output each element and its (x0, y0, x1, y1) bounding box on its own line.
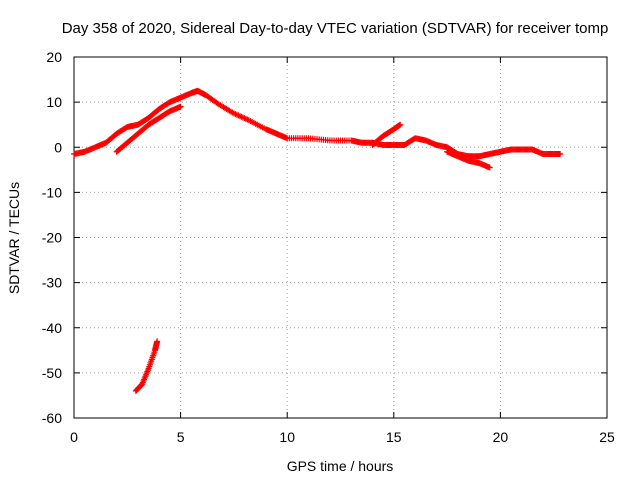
y-tick-label: 20 (46, 49, 62, 65)
axis-ticks (73, 56, 608, 419)
data-points (71, 87, 564, 394)
y-tick-label: -40 (42, 320, 62, 336)
x-tick-label: 25 (599, 429, 615, 445)
y-tick-label: 0 (54, 139, 62, 155)
x-axis-label: GPS time / hours (287, 458, 394, 474)
data-point (397, 121, 404, 128)
y-tick-labels: -60 -50 -40 -30 -20 -10 0 10 20 (42, 49, 62, 426)
x-tick-label: 15 (386, 429, 402, 445)
grid-lines (74, 57, 607, 418)
y-tick-label: -30 (42, 275, 62, 291)
series-lower-segment (132, 338, 161, 394)
y-tick-label: -20 (42, 230, 62, 246)
series-bump-near-15h (369, 121, 404, 148)
y-tick-label: -10 (42, 184, 62, 200)
y-tick-label: -50 (42, 365, 62, 381)
y-tick-label: -60 (42, 410, 62, 426)
y-tick-label: 10 (46, 94, 62, 110)
x-tick-label: 5 (177, 429, 185, 445)
x-tick-label: 10 (279, 429, 295, 445)
series-main-trace (71, 87, 564, 160)
data-point (557, 151, 564, 158)
data-point (486, 164, 493, 171)
x-tick-labels: 0 5 10 15 20 25 (70, 429, 615, 445)
x-tick-label: 0 (70, 429, 78, 445)
series-end-branch (444, 148, 493, 171)
data-point (154, 338, 161, 345)
x-tick-label: 20 (493, 429, 509, 445)
chart-title: Day 358 of 2020, Sidereal Day-to-day VTE… (62, 20, 609, 37)
series-secondary-branch (113, 103, 184, 155)
data-point (177, 103, 184, 110)
y-axis-label: SDTVAR / TECUs (6, 182, 22, 294)
